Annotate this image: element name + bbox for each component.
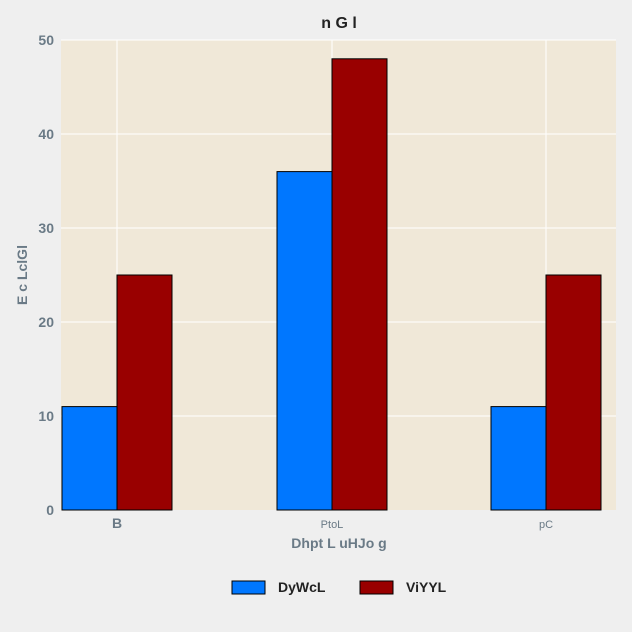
y-tick-label: 30 — [38, 220, 54, 236]
x-axis-ticks: B PtoL pC — [112, 515, 553, 531]
bar-series-2-2 — [545, 274, 602, 511]
y-tick-label: 0 — [46, 502, 54, 518]
y-tick-label: 20 — [38, 314, 54, 330]
chart-title: n G l — [321, 15, 357, 32]
bar-series-2-1 — [331, 58, 388, 511]
y-axis-ticks: 0 10 20 30 40 50 — [38, 32, 54, 518]
x-tick-label: B — [112, 515, 122, 531]
bar-series-1-2 — [490, 406, 547, 511]
x-axis-label: Dhpt L uHJo g — [291, 535, 386, 551]
bars — [61, 58, 602, 511]
legend: DyWcL ViYYL — [231, 579, 447, 595]
y-tick-label: 40 — [38, 126, 54, 142]
y-tick-label: 10 — [38, 408, 54, 424]
bar-series-1-0 — [61, 406, 118, 511]
legend-swatch — [231, 580, 266, 595]
x-tick-label: pC — [539, 519, 553, 531]
legend-label: DyWcL — [278, 579, 326, 595]
y-tick-label: 50 — [38, 32, 54, 48]
bar-series-2-0 — [116, 274, 173, 511]
legend-swatch — [359, 580, 394, 595]
x-tick-label: PtoL — [321, 519, 344, 531]
y-axis-label: E c LclGl — [14, 245, 30, 305]
bar-series-1-1 — [276, 171, 333, 511]
legend-label: ViYYL — [406, 579, 447, 595]
